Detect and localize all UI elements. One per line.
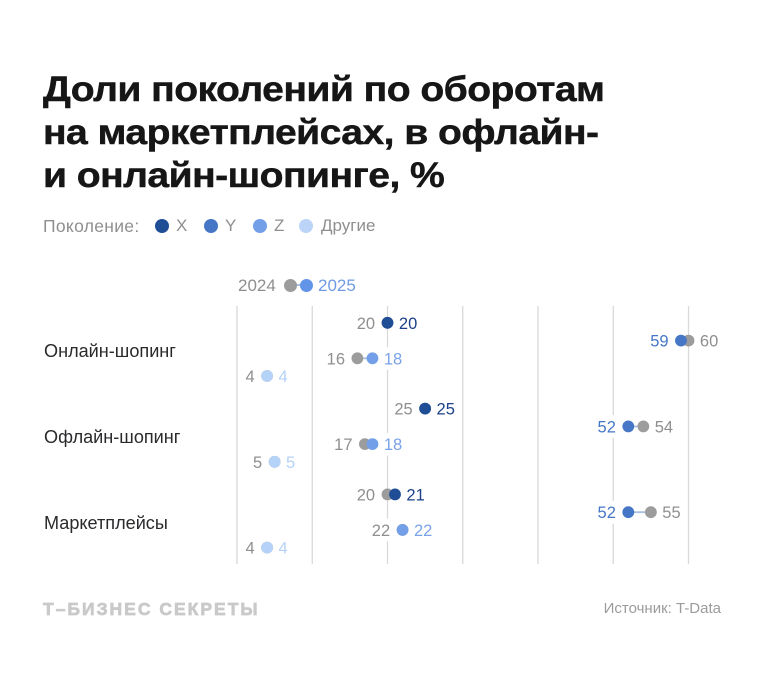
- svg-text:52: 52: [598, 504, 616, 522]
- svg-text:55: 55: [662, 504, 680, 522]
- svg-text:59: 59: [650, 333, 668, 351]
- svg-text:16: 16: [327, 350, 345, 368]
- svg-text:21: 21: [406, 486, 424, 504]
- svg-text:18: 18: [384, 436, 402, 454]
- svg-text:54: 54: [655, 418, 673, 436]
- svg-text:4: 4: [246, 368, 255, 386]
- svg-text:52: 52: [598, 418, 616, 436]
- svg-text:20: 20: [357, 315, 375, 333]
- svg-text:5: 5: [286, 454, 295, 472]
- svg-text:Онлайн-шопинг: Онлайн-шопинг: [44, 341, 176, 361]
- svg-text:20: 20: [357, 486, 375, 504]
- svg-text:18: 18: [384, 350, 402, 368]
- svg-text:4: 4: [246, 540, 255, 558]
- svg-text:4: 4: [279, 368, 288, 386]
- svg-text:Офлайн-шопинг: Офлайн-шопинг: [44, 427, 181, 447]
- svg-text:5: 5: [253, 454, 262, 472]
- svg-text:22: 22: [414, 522, 432, 540]
- svg-text:20: 20: [399, 315, 417, 333]
- svg-text:25: 25: [394, 401, 412, 419]
- svg-text:25: 25: [437, 401, 455, 419]
- svg-text:4: 4: [279, 540, 288, 558]
- svg-text:17: 17: [334, 436, 352, 454]
- svg-text:22: 22: [372, 522, 390, 540]
- svg-text:60: 60: [700, 333, 718, 351]
- svg-text:Маркетплейсы: Маркетплейсы: [44, 513, 168, 533]
